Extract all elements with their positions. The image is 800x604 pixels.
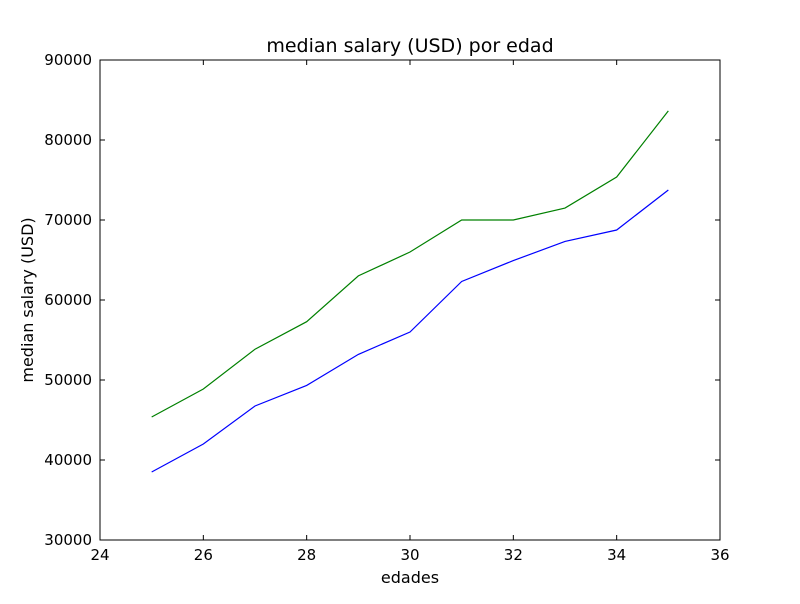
chart-title: median salary (USD) por edad — [266, 35, 553, 57]
series-line-2 — [151, 110, 669, 418]
axes-layer: 24 26 28 30 32 34 36 30000 40000 50000 60000 70000 8… — [44, 51, 729, 564]
x-tick-label: 34 — [607, 546, 626, 564]
x-tick-label: 32 — [504, 546, 523, 564]
x-axis-label: edades — [381, 568, 439, 587]
y-axis-label: median salary (USD) — [18, 217, 37, 382]
x-tick-label: 28 — [297, 546, 316, 564]
y-tick-label: 60000 — [44, 291, 92, 309]
x-tick-label: 24 — [90, 546, 109, 564]
y-tick-label: 70000 — [44, 211, 92, 229]
plot-frame — [99, 59, 721, 541]
series-layer — [151, 110, 669, 473]
y-tick-label: 90000 — [44, 51, 92, 69]
x-tick-label: 36 — [710, 546, 729, 564]
y-tick-label: 80000 — [44, 131, 92, 149]
series-line-1 — [151, 189, 669, 473]
x-tick-label: 26 — [194, 546, 213, 564]
y-tick-label: 40000 — [44, 451, 92, 469]
y-tick-label: 30000 — [44, 531, 92, 549]
x-tick-label: 30 — [400, 546, 419, 564]
y-tick-label: 50000 — [44, 371, 92, 389]
